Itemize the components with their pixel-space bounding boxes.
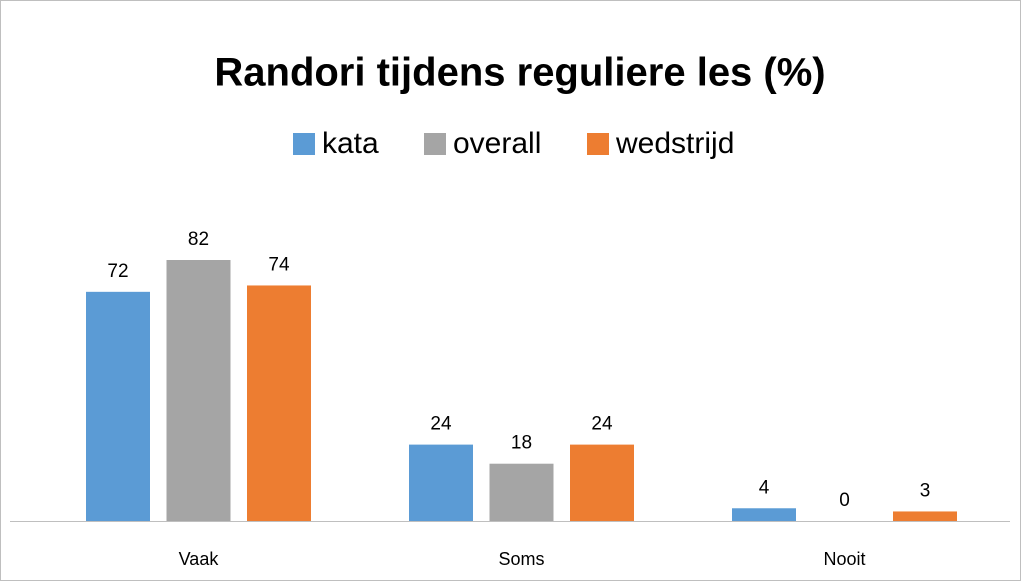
bar <box>570 444 634 521</box>
bar <box>166 260 231 521</box>
legend-label: wedstrijd <box>615 127 734 160</box>
data-label: 72 <box>107 261 128 282</box>
bar <box>732 508 796 521</box>
bar <box>86 291 150 521</box>
data-label: 0 <box>839 490 850 511</box>
legend-label: overall <box>453 127 541 160</box>
data-label: 18 <box>511 433 532 454</box>
bar <box>247 285 311 521</box>
chart-title: Randori tijdens reguliere les (%) <box>214 51 825 95</box>
data-label: 82 <box>188 229 209 250</box>
bar <box>489 463 554 521</box>
legend-swatch <box>587 133 609 155</box>
legend-swatch <box>424 133 446 155</box>
x-tick-label: Nooit <box>823 549 865 569</box>
data-label: 24 <box>591 414 613 435</box>
legend-label: kata <box>322 127 379 160</box>
legend-swatch <box>293 133 315 155</box>
data-label: 74 <box>268 254 290 275</box>
bar <box>893 511 957 521</box>
x-tick-label: Soms <box>498 549 544 569</box>
data-label: 24 <box>430 414 452 435</box>
x-tick-label: Vaak <box>179 549 220 569</box>
data-label: 4 <box>759 477 770 498</box>
bar <box>409 444 473 521</box>
data-label: 3 <box>920 480 931 501</box>
